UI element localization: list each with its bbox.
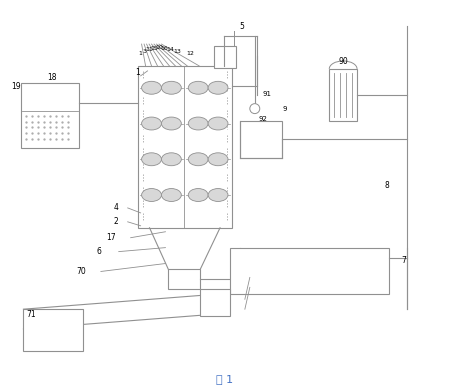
Ellipse shape xyxy=(208,153,228,166)
Text: 7: 7 xyxy=(401,256,406,265)
Ellipse shape xyxy=(188,189,208,201)
Text: 6: 6 xyxy=(97,247,101,256)
Ellipse shape xyxy=(161,153,181,166)
Bar xyxy=(200,289,230,316)
Text: 10: 10 xyxy=(156,45,163,49)
Ellipse shape xyxy=(142,117,161,130)
Bar xyxy=(22,83,79,148)
Text: 4: 4 xyxy=(113,203,118,212)
Text: 90: 90 xyxy=(338,58,348,67)
Circle shape xyxy=(250,103,260,114)
Text: 92: 92 xyxy=(258,116,267,122)
Text: 12: 12 xyxy=(186,51,194,56)
Text: 5: 5 xyxy=(239,22,244,31)
Ellipse shape xyxy=(161,117,181,130)
Text: 15: 15 xyxy=(151,45,158,51)
Text: 17: 17 xyxy=(106,233,115,242)
Text: 91: 91 xyxy=(262,91,271,97)
Bar xyxy=(240,120,281,158)
Text: 1: 1 xyxy=(135,68,140,77)
Text: 3: 3 xyxy=(143,49,147,54)
Ellipse shape xyxy=(208,81,228,94)
Text: 19: 19 xyxy=(12,82,21,91)
Ellipse shape xyxy=(161,189,181,201)
Text: 13: 13 xyxy=(173,49,181,54)
Text: 11: 11 xyxy=(146,47,153,52)
Text: 16: 16 xyxy=(161,45,168,51)
Text: 1: 1 xyxy=(138,51,143,56)
Text: 14: 14 xyxy=(166,47,175,52)
Ellipse shape xyxy=(142,189,161,201)
Bar xyxy=(230,248,389,294)
Ellipse shape xyxy=(188,153,208,166)
Text: 70: 70 xyxy=(76,267,86,276)
Ellipse shape xyxy=(142,81,161,94)
Ellipse shape xyxy=(188,117,208,130)
Bar xyxy=(138,66,232,228)
Bar xyxy=(329,69,357,120)
Ellipse shape xyxy=(161,81,181,94)
Bar xyxy=(23,309,83,351)
Text: 2: 2 xyxy=(113,217,118,226)
Bar xyxy=(168,269,200,289)
Text: 18: 18 xyxy=(47,73,57,82)
Text: 8: 8 xyxy=(384,181,389,190)
Ellipse shape xyxy=(142,153,161,166)
Text: 图 1: 图 1 xyxy=(216,374,234,384)
Ellipse shape xyxy=(208,189,228,201)
Ellipse shape xyxy=(188,81,208,94)
Bar xyxy=(214,46,236,68)
Text: 9: 9 xyxy=(282,105,287,112)
Ellipse shape xyxy=(208,117,228,130)
Text: 71: 71 xyxy=(27,310,36,319)
